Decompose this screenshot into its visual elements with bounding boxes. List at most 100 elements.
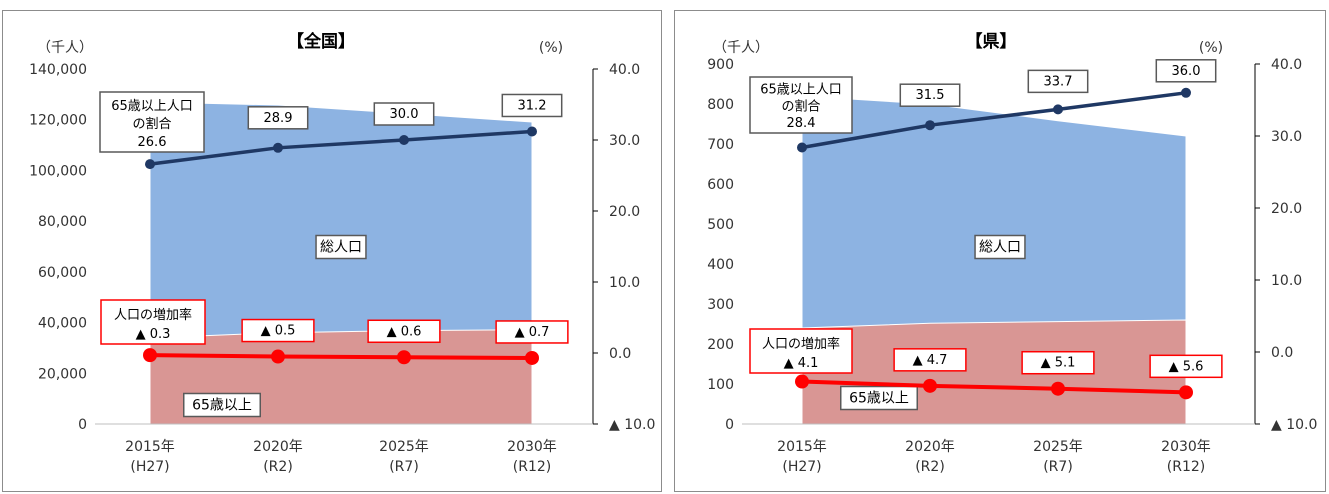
growth-rate-value-label-text: ▲ 4.7 [913,353,948,368]
x-category-sublabel: (H27) [782,459,821,475]
left-tick-label: 40,000 [38,316,87,332]
total-population-label: 総人口 [315,234,367,260]
right-tick-label: 20.0 [1271,201,1302,217]
right-tick-label: 30.0 [1271,129,1302,145]
right-tick-label: 10.0 [609,275,640,291]
x-category-sublabel: (H27) [130,459,169,475]
left-tick-label: 900 [707,57,734,73]
x-category-label: 2020年 [253,439,303,455]
elderly-ratio-series-text: 26.6 [138,135,167,150]
elderly-ratio-value-label: 28.9 [247,106,309,130]
total-population-label-text: 総人口 [979,240,1021,256]
right-tick-label: 10.0 [1271,273,1302,289]
left-tick-label: 80,000 [38,214,87,230]
elderly-population-label: 65歳以上 [840,385,918,411]
growth-rate-value-label: ▲ 0.6 [367,319,441,344]
elderly-ratio-point [925,120,935,131]
x-category-sublabel: (R2) [915,459,945,475]
elderly-ratio-value-label-text: 36.0 [1172,64,1201,79]
growth-rate-value-label: ▲ 5.1 [1021,350,1095,375]
growth-rate-value-label-box [893,348,967,372]
right-tick-label: 0.0 [1271,345,1293,361]
right-tick-label: ▲ 10.0 [609,417,655,433]
growth-rate-point [1179,385,1193,400]
elderly-ratio-point [1181,87,1191,98]
growth-rate-series-text: ▲ 4.1 [784,356,819,371]
right-axis-unit: (%) [1199,40,1223,56]
elderly-population-label-box [840,385,918,411]
growth-rate-line [801,379,1187,395]
total-population-label-text: 総人口 [320,240,362,256]
growth-rate-value-label-box [495,320,569,344]
right-tick-label: 30.0 [609,133,640,149]
growth-rate-value-label-text: ▲ 5.1 [1041,356,1076,371]
elderly-ratio-value-label-box [247,106,309,130]
x-category-label: 2025年 [379,439,429,455]
elderly-ratio-value-label-text: 30.0 [390,107,419,122]
total-population-label-box [315,234,367,260]
elderly-ratio-value-label: 36.0 [1155,59,1217,83]
elderly-ratio-series-text: の割合 [781,98,820,114]
elderly-ratio-value-label-box [501,93,563,118]
x-category-sublabel: (R2) [263,459,293,475]
left-tick-label: 100,000 [29,163,87,179]
elderly-ratio-series-text: 65歳以上人口 [111,99,193,114]
elderly-ratio-value-label-text: 28.9 [264,111,293,126]
right-tick-label: 40.0 [609,62,640,78]
x-category-sublabel: (R12) [513,459,551,475]
elderly-ratio-value-label-box [1155,59,1217,83]
elderly-ratio-value-label-text: 31.2 [518,98,547,113]
elderly-ratio-point [273,142,283,153]
left-tick-label: 120,000 [29,113,87,129]
elderly-ratio-series-box [99,91,205,153]
chart-title: 【県】 [966,31,1017,52]
x-category-sublabel: (R12) [1167,459,1205,475]
left-tick-label: 400 [707,257,734,273]
growth-rate-value-label-text: ▲ 0.5 [261,324,296,339]
right-tick-label: 20.0 [609,204,640,220]
growth-rate-value-label: ▲ 0.7 [495,320,569,344]
left-tick-label: 20,000 [38,366,87,382]
growth-rate-point [397,350,411,365]
total-population-label: 総人口 [974,234,1026,260]
elderly-ratio-value-label: 30.0 [373,102,435,126]
elderly-ratio-point [1053,104,1063,115]
left-tick-label: 200 [707,337,734,353]
growth-rate-series-label: 人口の増加率 ▲ 0.3 [100,299,206,345]
elderly-ratio-value-label: 31.2 [501,93,563,118]
left-tick-label: 0 [725,417,734,433]
left-tick-label: 140,000 [29,62,87,78]
growth-rate-value-label: ▲ 0.5 [241,318,315,343]
elderly-ratio-line [149,129,533,166]
growth-rate-value-label-text: ▲ 0.7 [515,325,550,340]
total-population-label-box [974,234,1026,260]
chart-title: 【全国】 [287,31,355,52]
x-category-label: 2015年 [125,439,175,455]
growth-rate-value-label-box [241,318,315,343]
x-category-label: 2020年 [905,439,955,455]
right-axis-unit: (%) [539,40,563,56]
elderly-ratio-series-box [749,76,853,134]
elderly-ratio-point [797,142,807,153]
elderly-ratio-value-label-box [899,83,961,107]
elderly-ratio-value-label-box [1027,69,1089,94]
left-tick-label: 0 [78,417,87,433]
growth-rate-value-label: ▲ 4.7 [893,348,967,372]
growth-rate-series-text: ▲ 0.3 [136,327,171,342]
growth-rate-point [525,350,539,365]
growth-rate-point [795,374,809,389]
growth-rate-series-text: 人口の増加率 [762,336,840,352]
growth-rate-value-label-box [367,319,441,344]
growth-rate-series-label: 人口の増加率 ▲ 4.1 [749,328,853,374]
left-tick-label: 800 [707,97,734,113]
left-axis-unit: （千人） [37,40,93,56]
left-tick-label: 100 [707,377,734,393]
right-tick-label: 40.0 [1271,57,1302,73]
elderly-ratio-line [801,91,1187,150]
x-category-sublabel: (R7) [1043,459,1073,475]
growth-rate-value-label-box [1021,350,1095,375]
elderly-population-label-box [183,392,261,418]
elderly-ratio-series-text: の割合 [132,116,171,132]
